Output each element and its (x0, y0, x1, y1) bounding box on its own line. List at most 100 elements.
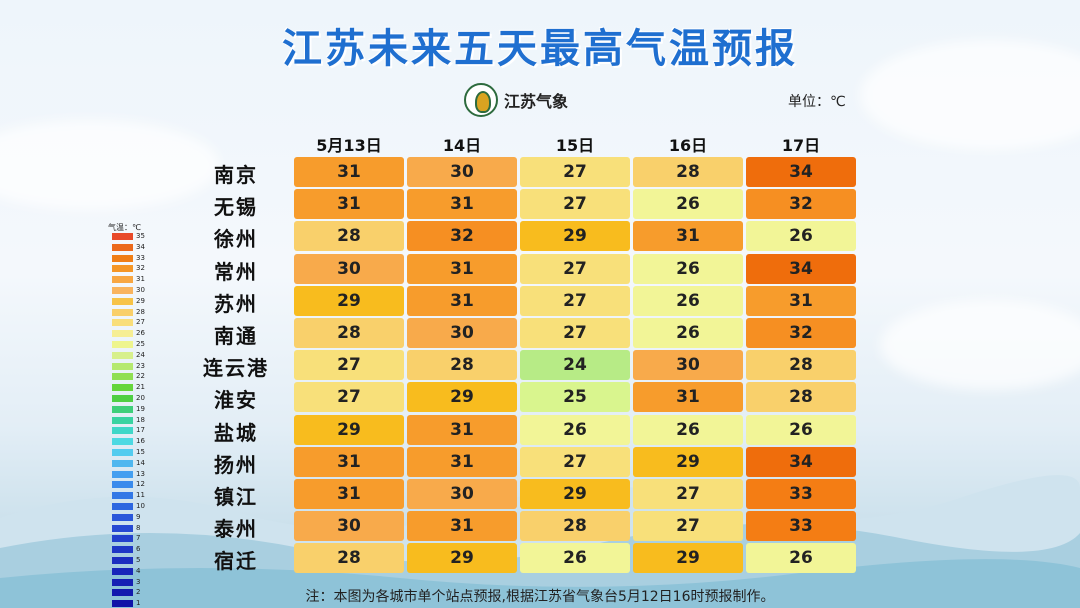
legend-swatch (112, 243, 133, 251)
temperature-cell: 30 (407, 318, 517, 348)
legend-value: 6 (136, 545, 141, 554)
legend-swatch (112, 567, 133, 575)
legend-swatch (112, 503, 133, 510)
temperature-cell: 32 (746, 189, 856, 220)
temperature-cell: 33 (746, 479, 856, 509)
temperature-cell: 26 (520, 414, 630, 445)
day-header: 16日 (668, 136, 708, 155)
logo-text: 江苏气象 (504, 92, 569, 111)
temperature-cell: 25 (520, 382, 630, 413)
temperature-cell: 31 (746, 285, 856, 316)
legend-value: 19 (136, 404, 145, 413)
unit-label: 单位：℃ (788, 94, 846, 110)
temperature-cell: 29 (633, 446, 743, 477)
legend-value: 30 (136, 286, 145, 294)
background-cloud (860, 40, 1080, 150)
legend-swatch (112, 308, 133, 316)
legend-swatch (112, 287, 133, 294)
temperature-cell: 26 (746, 543, 856, 574)
legend-swatch (112, 254, 133, 262)
legend-swatch (112, 459, 133, 467)
temperature-cell: 28 (746, 350, 856, 381)
temperature-cell: 27 (520, 253, 630, 284)
legend-swatch (112, 341, 133, 348)
day-header: 5月13日 (316, 136, 382, 155)
legend-value: 21 (136, 383, 145, 392)
temperature-cell: 30 (294, 511, 404, 542)
legend-value: 14 (136, 458, 145, 467)
temperature-cell: 29 (294, 414, 404, 445)
temperature-cell: 29 (520, 221, 630, 252)
legend-value: 31 (136, 275, 145, 284)
legend-swatch (112, 233, 133, 240)
temperature-cell: 28 (520, 511, 630, 542)
legend-swatch (112, 481, 133, 489)
city-name: 镇江 (214, 485, 258, 509)
legend-value: 20 (136, 394, 145, 402)
legend-value: 28 (136, 307, 145, 316)
city-name: 泰州 (214, 517, 258, 542)
legend-value: 15 (136, 448, 145, 456)
logo-badge-icon (464, 83, 498, 117)
legend-swatch (112, 265, 133, 273)
temperature-cell: 31 (407, 511, 517, 542)
temperature-cell: 31 (294, 446, 404, 477)
legend-swatch (112, 362, 133, 370)
temperature-cell: 28 (633, 157, 743, 187)
legend-value: 2 (136, 588, 141, 597)
temperature-cell: 31 (294, 189, 404, 220)
legend-swatch (112, 405, 133, 413)
legend-value: 24 (136, 350, 145, 359)
temperature-cell: 29 (633, 543, 743, 574)
legend-swatch (112, 373, 133, 381)
legend-title: 气温：℃ (108, 223, 141, 232)
day-header: 14日 (442, 136, 482, 155)
legend-value: 11 (136, 491, 145, 500)
temperature-cell: 31 (407, 414, 517, 445)
legend-value: 27 (136, 318, 145, 327)
legend-value: 34 (136, 242, 145, 251)
temperature-cell: 27 (520, 285, 630, 316)
legend-value: 5 (136, 556, 141, 564)
temperature-cell: 30 (407, 479, 517, 509)
legend-value: 10 (136, 502, 145, 510)
temperature-cell: 27 (294, 350, 404, 381)
legend-swatch (112, 416, 133, 424)
legend-swatch (112, 276, 133, 284)
legend-swatch (112, 351, 133, 359)
logo: 江苏气象 (464, 82, 604, 118)
temperature-cell: 34 (746, 253, 856, 284)
city-name: 扬州 (214, 452, 258, 477)
temperature-cell: 31 (407, 285, 517, 316)
legend-value: 12 (136, 480, 145, 489)
temperature-cell: 31 (294, 157, 404, 187)
legend-value: 3 (136, 577, 141, 586)
legend-swatch (112, 384, 133, 392)
temperature-cell: 33 (746, 511, 856, 542)
day-header: 17日 (781, 136, 821, 155)
legend-swatch (112, 470, 133, 478)
background-cloud (0, 120, 220, 210)
temperature-cell: 31 (407, 253, 517, 284)
temperature-cell: 29 (294, 285, 404, 316)
legend-value: 32 (136, 264, 145, 273)
temperature-cell: 26 (520, 543, 630, 574)
legend-value: 26 (136, 329, 145, 338)
temperature-cell: 28 (746, 382, 856, 413)
city-name: 宿迁 (214, 549, 258, 574)
temperature-cell: 30 (633, 350, 743, 381)
temperature-cell: 27 (520, 157, 630, 187)
temperature-cell: 26 (746, 414, 856, 445)
legend-value: 4 (136, 566, 141, 575)
temperature-cell: 27 (520, 446, 630, 477)
legend-swatch (112, 524, 133, 532)
temperature-cell: 31 (633, 221, 743, 252)
page-title: 江苏未来五天最高气温预报 (282, 26, 798, 72)
legend-swatch (112, 449, 133, 456)
city-name: 无锡 (214, 195, 258, 220)
legend-swatch (112, 600, 133, 608)
temperature-cell: 29 (407, 543, 517, 574)
temperature-cell: 31 (294, 479, 404, 509)
legend-value: 22 (136, 372, 145, 381)
city-name: 常州 (214, 259, 258, 284)
